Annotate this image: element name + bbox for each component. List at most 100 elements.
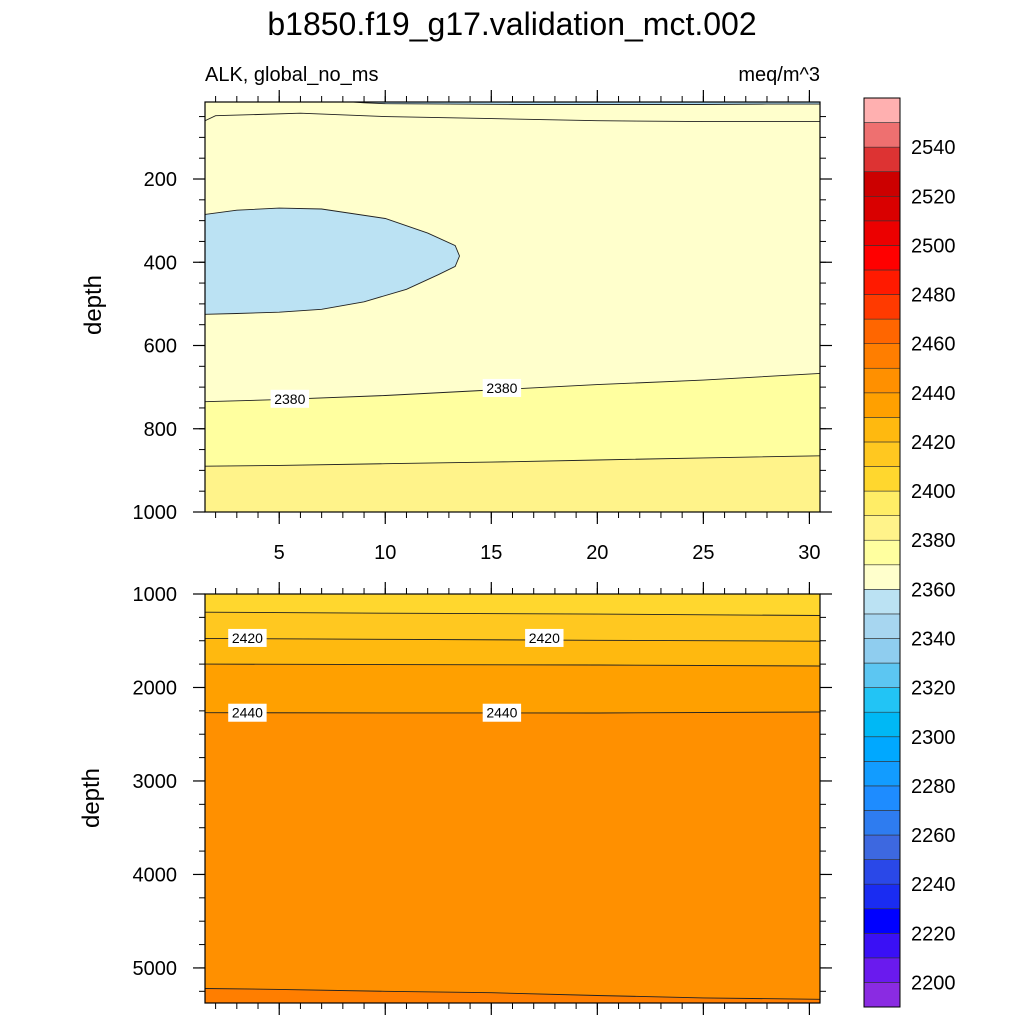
colorbar-label: 2300	[911, 727, 956, 749]
contour-label-box	[228, 703, 267, 722]
colorbar-label: 2260	[911, 825, 956, 847]
colorbar-box	[863, 982, 901, 1008]
lower-y-axis-label: depth	[78, 768, 105, 828]
colorbar-box	[863, 785, 901, 811]
colorbar-label: 2400	[911, 481, 956, 503]
colorbar-box	[863, 122, 901, 148]
colorbar: 2200 2220 2240 2260 2280 2300 2320 2340 2360 2380…	[863, 97, 956, 1008]
colorbar-box	[863, 761, 901, 787]
colorbar-box	[863, 589, 901, 615]
colorbar-label: 2320	[911, 678, 956, 700]
x-tick-label: 20	[586, 542, 608, 564]
colorbar-box	[863, 834, 901, 860]
contour-fill-region	[205, 455, 820, 512]
contour-label: 2380	[486, 380, 517, 396]
colorbar-box	[863, 957, 901, 983]
y-tick-label: 2000	[133, 677, 178, 699]
colorbar-box	[863, 97, 901, 123]
colorbar-box	[863, 736, 901, 762]
colorbar-box	[863, 220, 901, 246]
colorbar-box	[863, 343, 901, 369]
colorbar-label: 2220	[911, 923, 956, 945]
colorbar-label: 2280	[911, 776, 956, 798]
colorbar-box	[863, 908, 901, 934]
y-tick-label: 1000	[133, 584, 178, 606]
colorbar-box	[863, 539, 901, 566]
y-tick-label: 200	[144, 169, 177, 191]
contour-line	[353, 102, 820, 105]
y-tick-label: 400	[144, 252, 177, 274]
contour-label: 2420	[232, 630, 263, 646]
colorbar-box	[863, 810, 901, 836]
x-tick-label: 25	[692, 542, 714, 564]
colorbar-box	[863, 613, 901, 639]
colorbar-box	[863, 146, 901, 173]
colorbar-label: 2500	[911, 235, 956, 257]
colorbar-box	[863, 859, 901, 885]
colorbar-label: 2420	[911, 432, 956, 454]
contour-fill-region	[205, 712, 820, 1003]
colorbar-box	[863, 490, 901, 516]
upper-y-axis-label: depth	[80, 275, 107, 335]
colorbar-box	[863, 883, 901, 910]
contour-line	[205, 663, 820, 667]
colorbar-box	[863, 392, 901, 418]
colorbar-box	[863, 294, 901, 320]
colorbar-label: 2360	[911, 579, 956, 601]
contour-label: 2420	[529, 630, 560, 646]
colorbar-box	[863, 367, 901, 394]
colorbar-label: 2380	[911, 530, 956, 552]
contour-line	[205, 637, 820, 642]
contour-line	[205, 112, 820, 123]
x-tick-label: 10	[374, 542, 396, 564]
colorbar-label: 2460	[911, 334, 956, 356]
colorbar-frame	[863, 97, 901, 1008]
contour-label-box	[525, 628, 564, 647]
colorbar-box	[863, 171, 901, 197]
contour-label-box	[482, 703, 522, 722]
colorbar-label: 2440	[911, 383, 956, 405]
contour-line	[205, 455, 820, 467]
colorbar-box	[863, 711, 901, 738]
colorbar-box	[863, 932, 901, 959]
contour-fill-region	[205, 988, 820, 1003]
x-tick-label: 15	[480, 542, 502, 564]
contour-label-box	[270, 389, 310, 408]
contour-label-box	[228, 628, 267, 647]
chart-title: b1850.f19_g17.validation_mct.002	[267, 6, 756, 42]
y-tick-label: 600	[144, 336, 177, 358]
colorbar-box	[863, 195, 901, 222]
y-tick-label: 5000	[133, 958, 178, 980]
contour-label: 2440	[486, 705, 517, 721]
colorbar-label: 2540	[911, 137, 956, 159]
y-tick-label: 1000	[133, 502, 178, 524]
upper-panel: 2380 2380 5 10 15 20 25 30 200 400 600 800 1000	[133, 90, 832, 564]
y-tick-label: 4000	[133, 864, 178, 886]
contour-line	[205, 611, 820, 616]
colorbar-box	[863, 441, 901, 467]
contour-label: 2440	[232, 705, 263, 721]
colorbar-box	[863, 245, 901, 271]
x-tick-label: 30	[798, 542, 820, 564]
contour-label-box	[482, 378, 522, 397]
colorbar-box	[863, 318, 901, 344]
colorbar-label: 2240	[911, 874, 956, 896]
y-tick-label: 3000	[133, 771, 178, 793]
contour-line	[205, 988, 820, 1000]
left-subtitle: ALK, global_no_ms	[205, 64, 378, 86]
colorbar-label: 2480	[911, 285, 956, 307]
contour-label: 2380	[274, 391, 305, 407]
y-tick-label: 800	[144, 419, 177, 441]
colorbar-label: 2340	[911, 628, 956, 650]
colorbar-label: 2200	[911, 972, 956, 994]
colorbar-box	[863, 417, 901, 443]
contour-fill-region	[205, 208, 460, 315]
colorbar-box	[863, 687, 901, 713]
x-tick-label: 5	[274, 542, 285, 564]
colorbar-label: 2520	[911, 186, 956, 208]
contour-line	[205, 207, 460, 315]
colorbar-box	[863, 515, 901, 541]
units-subtitle: meq/m^3	[738, 64, 820, 86]
lower-panel: 2420 2420 2440 2440 1000 2000 3000 4000 5000	[133, 582, 832, 1015]
